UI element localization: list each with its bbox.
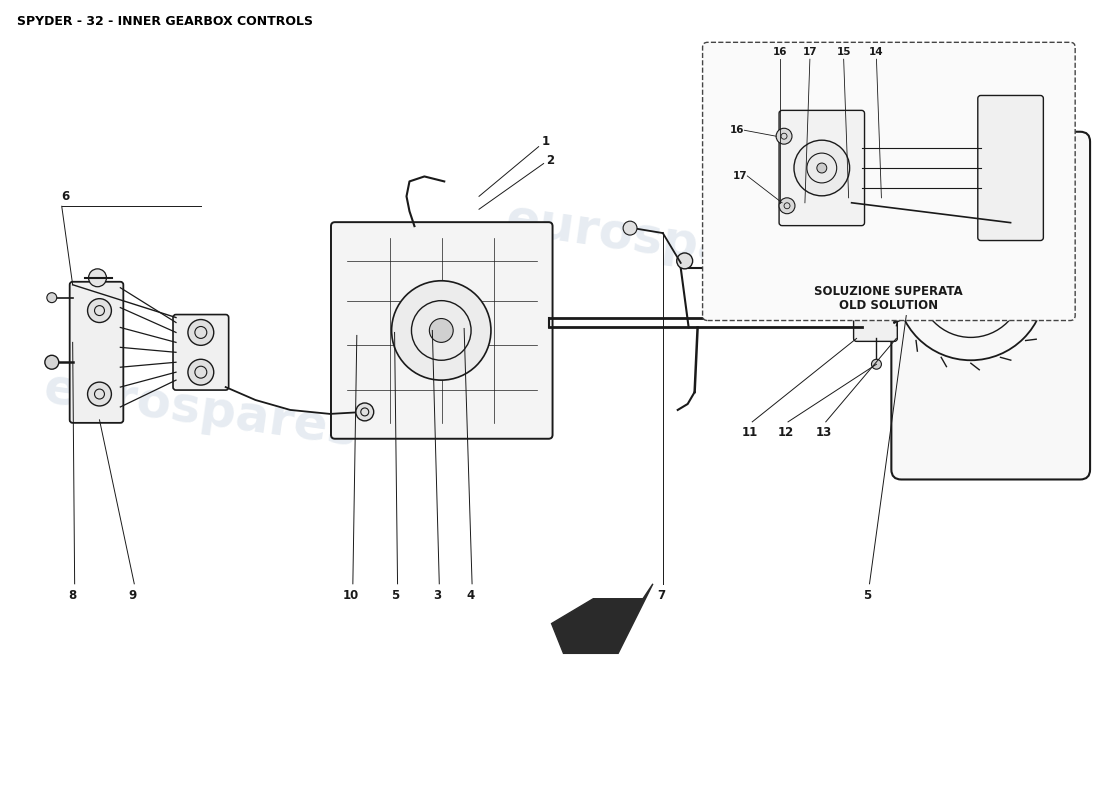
Text: 12: 12 [778,426,794,439]
Text: SOLUZIONE SUPERATA: SOLUZIONE SUPERATA [814,285,964,298]
Circle shape [623,221,637,235]
Text: 17: 17 [733,171,747,181]
Circle shape [946,261,996,310]
FancyBboxPatch shape [69,282,123,423]
Polygon shape [551,584,653,654]
Text: 2: 2 [547,154,554,167]
Circle shape [392,281,491,380]
Circle shape [45,355,58,369]
Circle shape [817,163,827,173]
Circle shape [88,382,111,406]
Text: 16: 16 [729,126,745,135]
Text: 5: 5 [864,589,871,602]
Circle shape [188,359,213,385]
Circle shape [713,253,728,269]
Text: SPYDER - 32 - INNER GEARBOX CONTROLS: SPYDER - 32 - INNER GEARBOX CONTROLS [16,14,313,27]
Text: 16: 16 [773,47,788,58]
Circle shape [794,140,849,196]
FancyBboxPatch shape [703,42,1075,321]
Circle shape [47,293,57,302]
Circle shape [355,403,374,421]
Text: 1: 1 [541,135,550,148]
FancyBboxPatch shape [978,95,1044,241]
Circle shape [777,128,792,144]
Circle shape [871,359,881,369]
Text: 6: 6 [62,190,70,203]
Circle shape [779,198,795,214]
Text: 15: 15 [836,47,851,58]
Text: 5: 5 [392,589,399,602]
FancyBboxPatch shape [331,222,552,438]
FancyBboxPatch shape [891,132,1090,479]
Text: 4: 4 [466,589,474,602]
Circle shape [188,319,213,346]
FancyBboxPatch shape [173,314,229,390]
Circle shape [89,269,107,286]
Text: 13: 13 [816,426,832,439]
Text: 8: 8 [68,589,77,602]
Text: 3: 3 [433,589,441,602]
Circle shape [88,298,111,322]
Text: 14: 14 [869,47,883,58]
FancyBboxPatch shape [779,110,865,226]
Circle shape [429,318,453,342]
Circle shape [961,276,981,296]
Text: 11: 11 [742,426,758,439]
Text: 9: 9 [129,589,136,602]
Text: 17: 17 [803,47,817,58]
Circle shape [676,253,693,269]
Text: OLD SOLUTION: OLD SOLUTION [839,298,938,311]
FancyBboxPatch shape [854,304,898,342]
Text: 7: 7 [657,589,664,602]
Text: eurospares: eurospares [503,195,823,287]
Text: eurospares: eurospares [41,364,361,456]
Text: 10: 10 [343,589,359,602]
